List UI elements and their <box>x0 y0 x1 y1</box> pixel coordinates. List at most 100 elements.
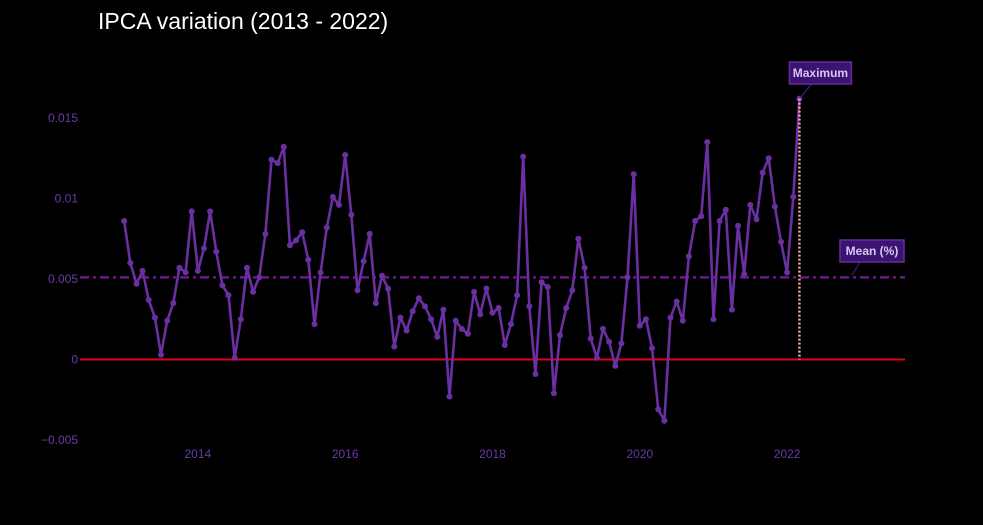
data-point <box>237 316 244 323</box>
data-point <box>722 206 729 213</box>
data-point <box>342 152 349 158</box>
data-point <box>741 271 748 278</box>
data-point <box>667 314 674 321</box>
data-point <box>409 308 416 315</box>
mean-annotation-box <box>839 239 905 263</box>
data-point <box>336 201 342 208</box>
data-point <box>464 330 471 337</box>
data-point <box>225 292 232 299</box>
data-point <box>139 267 146 274</box>
y-axis-ticks: −0.005 0 0.005 0.01 0.015 <box>41 111 78 447</box>
data-point <box>495 305 502 311</box>
data-point <box>557 332 563 339</box>
data-point <box>649 345 656 352</box>
data-point <box>507 321 514 328</box>
data-point <box>428 316 435 323</box>
data-point <box>133 280 140 287</box>
data-point <box>366 230 373 237</box>
data-point <box>765 155 772 162</box>
series-line <box>122 98 801 423</box>
y-tick-label: −0.005 <box>41 433 78 447</box>
data-point <box>477 311 484 318</box>
data-point <box>354 287 361 294</box>
data-point <box>679 317 686 324</box>
data-point <box>145 296 152 303</box>
x-tick-label: 2022 <box>774 447 801 461</box>
data-point <box>305 256 312 263</box>
data-point <box>286 242 293 249</box>
data-point <box>434 333 441 340</box>
y-tick-label: 0.015 <box>48 111 78 125</box>
data-point <box>784 269 791 276</box>
data-point <box>728 306 735 313</box>
data-point <box>182 269 189 276</box>
data-point <box>158 351 164 358</box>
data-point <box>231 354 238 361</box>
data-point <box>483 285 490 292</box>
data-point <box>716 218 723 224</box>
data-point <box>201 245 207 252</box>
data-point <box>685 253 692 260</box>
data-point <box>422 303 428 310</box>
data-point <box>606 338 613 345</box>
data-point <box>164 317 171 324</box>
reference-lines <box>80 276 905 361</box>
data-point <box>624 274 631 281</box>
data-point <box>385 285 392 292</box>
data-point <box>759 169 766 176</box>
x-tick-label: 2014 <box>185 447 212 461</box>
chart-title: IPCA variation (2013 - 2022) <box>98 8 389 34</box>
data-point <box>575 235 582 242</box>
data-point <box>661 417 668 424</box>
data-point <box>323 224 330 231</box>
data-point <box>176 264 183 271</box>
data-point <box>329 193 336 200</box>
data-point <box>526 303 533 310</box>
data-point <box>403 327 410 334</box>
data-point <box>710 316 717 323</box>
data-point <box>194 267 201 274</box>
maximum-annotation-box <box>788 61 853 85</box>
mean-arrow <box>851 261 861 276</box>
y-tick-label: 0 <box>71 352 78 366</box>
y-tick-label: 0.005 <box>48 272 78 286</box>
data-point <box>747 201 754 208</box>
data-point <box>520 153 527 160</box>
data-point <box>612 362 619 369</box>
data-point <box>151 314 158 321</box>
data-point <box>219 282 226 289</box>
data-point <box>532 371 539 377</box>
data-point <box>452 317 459 324</box>
data-point <box>440 306 447 313</box>
data-point <box>391 343 398 350</box>
y-tick-label: 0.01 <box>55 191 79 205</box>
data-point <box>415 295 422 302</box>
data-point <box>458 325 465 332</box>
data-point <box>170 300 177 307</box>
data-point <box>698 213 705 220</box>
data-point <box>643 316 649 323</box>
annotations: Maximum Mean (%) <box>788 61 905 276</box>
data-point <box>704 139 711 146</box>
data-point <box>673 298 680 305</box>
data-point <box>581 264 588 271</box>
data-point <box>778 238 784 245</box>
data-point <box>538 279 545 286</box>
data-point <box>360 258 367 265</box>
data-point <box>317 269 324 276</box>
data-point <box>207 208 214 215</box>
data-point <box>514 292 521 299</box>
data-point <box>501 342 508 348</box>
data-point <box>379 272 385 279</box>
data-point <box>293 237 300 244</box>
data-point <box>563 305 570 311</box>
data-point <box>550 390 557 397</box>
data-point <box>213 248 220 255</box>
data-point <box>471 288 478 295</box>
data-point <box>299 229 306 236</box>
maximum-arrow <box>799 83 813 99</box>
data-point <box>121 218 128 224</box>
data-point <box>372 300 379 307</box>
data-point <box>569 287 576 294</box>
